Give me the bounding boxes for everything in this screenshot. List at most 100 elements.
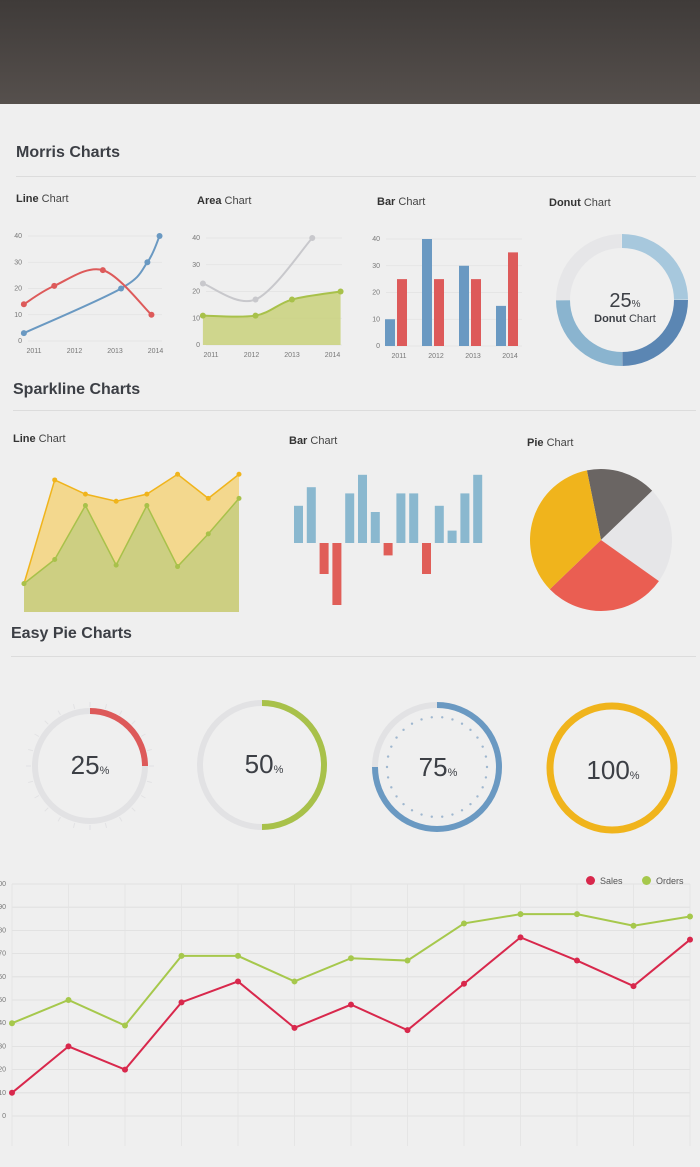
easy-pie-scale-dot <box>441 716 444 719</box>
big-y-tick: 100 <box>0 881 6 888</box>
easy-pie-value-75 <box>372 702 502 832</box>
spark-area-point <box>52 477 58 483</box>
big-y-tick: 90 <box>0 904 6 911</box>
easy-pie-scale-dot <box>386 755 390 758</box>
line-point <box>99 267 106 274</box>
bar-2013-1 <box>471 279 481 346</box>
donut-center-label: 25% Donut Chart <box>594 290 656 325</box>
big-y-tick: 0 <box>2 1113 6 1120</box>
easy-pie-scale-dot <box>410 809 414 812</box>
big-point-Sales <box>65 1043 72 1050</box>
spark-bar-12 <box>447 530 457 543</box>
big-point-Orders <box>687 913 693 920</box>
spark-bar-11 <box>434 505 444 543</box>
big-point-Sales <box>574 957 580 964</box>
spark-area-point <box>113 498 119 504</box>
easy-pie-scale-tick <box>146 748 152 752</box>
easy-pie-scale-dot <box>402 802 405 806</box>
spark-bar-5 <box>358 474 367 543</box>
line-point <box>51 282 58 289</box>
spark-bar-8 <box>396 493 406 543</box>
area-point <box>199 312 206 319</box>
big-point-Sales <box>9 1089 15 1096</box>
area-x-tick: 2013 <box>284 352 300 359</box>
big-point-Sales <box>517 934 524 941</box>
bar-2012-1 <box>434 279 444 346</box>
spark-pie-slice-0 <box>586 469 653 540</box>
easy-pie-label-75: 75% <box>418 752 458 782</box>
easy-pie-scale-tick <box>140 795 146 799</box>
area-point <box>252 296 259 303</box>
big-point-Orders <box>291 978 298 985</box>
area-point <box>252 312 259 319</box>
spark-area-point <box>236 471 242 477</box>
bar-y-tick: 0 <box>376 343 380 350</box>
legend-swatch <box>642 876 651 885</box>
big-point-Sales <box>687 936 693 943</box>
big-point-Orders <box>574 911 580 918</box>
area-fill-1 <box>202 291 341 345</box>
spark-area-point <box>21 581 27 587</box>
line-x-tick: 2013 <box>107 348 123 355</box>
dashboard-sheet <box>0 104 700 1167</box>
bar-2011-0 <box>385 319 395 346</box>
easy-pie-value-50 <box>261 700 327 830</box>
easy-pie-scale-dot <box>484 755 488 758</box>
section-title-sparkline: Sparkline Charts <box>13 381 141 398</box>
easy-pie-scale-tick <box>140 733 146 737</box>
spark-area-point <box>144 491 150 497</box>
big-point-Orders <box>9 1020 15 1027</box>
big-point-Sales <box>291 1024 298 1031</box>
easy-pie-scale-dot <box>451 813 454 816</box>
chart-title-donut: Donut Chart <box>549 197 611 209</box>
spark-bar-3 <box>332 543 342 605</box>
big-point-Sales <box>178 999 185 1006</box>
big-y-tick: 40 <box>0 1020 6 1027</box>
section-title-morris: Morris Charts <box>16 144 121 161</box>
spark-pie-slice-3 <box>530 470 601 590</box>
big-point-Sales <box>235 978 241 985</box>
easy-pie-scale-tick <box>119 816 123 822</box>
spark-area-line-0 <box>23 473 240 584</box>
area-x-tick: 2011 <box>203 352 218 359</box>
bar-2014-0 <box>496 305 506 346</box>
line-series-0 <box>23 235 161 335</box>
area-y-tick: 40 <box>192 235 200 242</box>
chart-title-line: Line Chart <box>16 193 69 205</box>
easy-pie-value-100 <box>546 702 678 834</box>
spark-area-line-1 <box>23 497 240 585</box>
area-x-tick: 2014 <box>325 352 341 359</box>
chart-title-spark-pie: Pie Chart <box>527 437 574 449</box>
easy-pie-scale-tick <box>104 822 108 828</box>
easy-pie-scale-dot <box>420 813 423 816</box>
line-y-tick: 20 <box>14 286 22 293</box>
section-divider <box>13 410 696 411</box>
spark-bar-2 <box>319 543 329 574</box>
spark-bar-1 <box>306 487 316 543</box>
easy-pie-scale-tick <box>146 780 152 784</box>
easy-pie-scale-tick <box>28 780 34 784</box>
bar-2012-0 <box>422 239 432 346</box>
spark-area-point <box>205 531 211 537</box>
donut-slice-3 <box>556 234 622 300</box>
big-point-Orders <box>348 955 354 962</box>
easy-pie-scale-tick <box>34 733 40 737</box>
easy-pie-scale-tick <box>72 822 76 828</box>
easy-pie-scale-tick <box>34 795 40 799</box>
background-surface <box>0 0 700 106</box>
section-divider <box>11 656 696 657</box>
donut-slice-2 <box>556 300 622 366</box>
big-point-Orders <box>630 922 637 929</box>
line-series-1 <box>23 268 153 316</box>
easy-pie-scale-tick <box>44 720 49 725</box>
easy-pie-scale-dot <box>402 728 405 732</box>
easy-pie-scale-tick <box>44 807 49 812</box>
bar-2014-1 <box>508 252 518 346</box>
big-y-tick: 80 <box>0 927 6 934</box>
big-y-tick: 30 <box>0 1043 6 1050</box>
easy-pie-scale-tick <box>119 710 123 716</box>
big-y-tick: 60 <box>0 974 6 981</box>
area-point <box>309 235 316 241</box>
bar-x-tick: 2011 <box>391 353 406 360</box>
spark-area-point <box>144 503 150 508</box>
